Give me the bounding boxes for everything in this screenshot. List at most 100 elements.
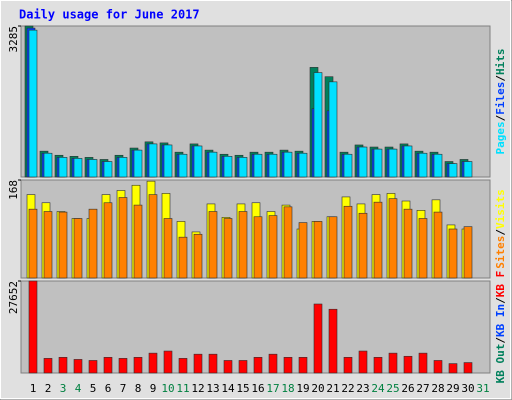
x-tick-label: 10: [161, 382, 174, 395]
bar: [283, 206, 293, 279]
bar: [28, 280, 38, 374]
x-tick-label: 2: [45, 382, 52, 395]
bar: [403, 355, 413, 374]
x-tick-label: 28: [431, 382, 444, 395]
x-tick-label: 20: [311, 382, 324, 395]
bar: [58, 357, 68, 374]
bar: [73, 359, 83, 374]
bar: [193, 233, 203, 279]
bar: [253, 153, 263, 178]
bar: [433, 360, 443, 374]
legend-entry: Sites: [494, 236, 507, 269]
bar: [433, 153, 443, 178]
bar: [193, 353, 203, 374]
x-tick-label: 27: [416, 382, 429, 395]
bar: [418, 152, 428, 178]
bar: [178, 153, 188, 178]
bar: [403, 208, 413, 279]
bar: [133, 357, 143, 374]
bar: [283, 357, 293, 374]
x-tick-label: 5: [90, 382, 97, 395]
bar: [463, 362, 473, 374]
x-tick-label: 7: [120, 382, 127, 395]
bar: [298, 357, 308, 374]
bar: [373, 148, 383, 178]
bar: [118, 157, 128, 178]
legend-separator: /: [494, 337, 507, 344]
x-tick-label: 4: [75, 382, 82, 395]
bar: [358, 350, 368, 374]
bar: [388, 148, 398, 178]
legend-entry: KB Out: [494, 344, 507, 384]
legend-entry: Hits: [494, 49, 507, 76]
legend: KB Out/KB In/KB F: [494, 271, 507, 384]
x-tick-label: 11: [176, 382, 189, 395]
bar: [463, 161, 473, 178]
bar: [448, 163, 458, 178]
bar: [58, 157, 68, 178]
bar: [403, 145, 413, 178]
legend-entry: KB F: [494, 271, 507, 298]
legend-separator: /: [494, 114, 507, 121]
bar: [283, 151, 293, 178]
bar: [358, 212, 368, 279]
bar: [208, 211, 218, 279]
x-tick-label: 29: [446, 382, 459, 395]
bar: [268, 153, 278, 178]
bar: [298, 152, 308, 178]
bar: [133, 204, 143, 279]
legend-entry: Files: [494, 82, 507, 115]
x-tick-label: 19: [296, 382, 309, 395]
bar: [343, 357, 353, 374]
chart-title: Daily usage for June 2017: [19, 8, 200, 22]
bar: [418, 352, 428, 374]
bar: [313, 221, 323, 279]
bar: [118, 197, 128, 279]
bar: [328, 308, 338, 374]
x-tick-label: 9: [150, 382, 157, 395]
bar: [43, 211, 53, 279]
bar: [148, 143, 158, 178]
bar: [388, 198, 398, 279]
bar: [28, 29, 38, 178]
bar: [103, 161, 113, 178]
x-tick-label: 22: [341, 382, 354, 395]
x-tick-label: 15: [236, 382, 249, 395]
x-tick-label: 25: [386, 382, 399, 395]
bar: [103, 357, 113, 374]
bar: [193, 145, 203, 178]
x-tick-label: 1: [30, 382, 37, 395]
x-tick-label: 8: [135, 382, 142, 395]
x-tick-label: 31: [476, 382, 489, 395]
bar: [223, 156, 233, 178]
bar: [88, 159, 98, 178]
x-tick-label: 3: [60, 382, 67, 395]
bar: [298, 222, 308, 279]
bar: [358, 146, 368, 178]
bar: [313, 72, 323, 178]
bar: [88, 208, 98, 279]
bar: [253, 216, 263, 279]
bar: [238, 211, 248, 279]
legend-entry: Pages: [494, 121, 507, 154]
bar: [343, 205, 353, 279]
x-tick-label: 23: [356, 382, 369, 395]
bar: [328, 216, 338, 279]
bar: [73, 158, 83, 178]
y-max-label: 27652: [7, 281, 20, 314]
y-max-label: 168: [7, 180, 20, 200]
bar: [313, 303, 323, 374]
legend: Sites/Visits: [494, 189, 507, 269]
x-tick-label: 17: [266, 382, 279, 395]
bar: [223, 218, 233, 279]
x-tick-label: 26: [401, 382, 414, 395]
bar: [43, 358, 53, 374]
bar: [208, 353, 218, 374]
bar: [178, 236, 188, 279]
bar: [148, 352, 158, 374]
bar: [418, 218, 428, 279]
bar: [433, 211, 443, 279]
x-tick-label: 6: [105, 382, 112, 395]
